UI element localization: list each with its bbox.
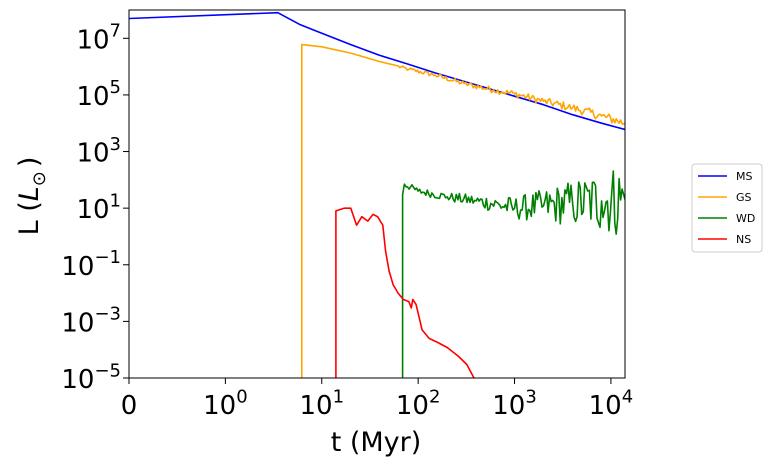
series-line-ns [335, 207, 475, 378]
x-axis: 0 100 101 102 103 104 [121, 378, 633, 421]
y-tick-label: 105 [76, 77, 121, 112]
y-tick-label: 107 [76, 21, 121, 56]
x-tick-label: 0 [121, 391, 138, 421]
x-tick-label: 100 [203, 386, 248, 421]
x-tick-label: 101 [299, 386, 344, 421]
legend-label-ms: MS [736, 170, 752, 183]
y-tick-label: 10−3 [61, 304, 121, 339]
y-axis: 10−5 10−3 10−1 101 103 105 107 [61, 21, 129, 395]
x-axis-title: t (Myr) [331, 427, 422, 458]
plot-area [129, 10, 625, 378]
y-tick-label: 103 [76, 134, 121, 169]
y-tick-label: 10−5 [61, 360, 121, 395]
legend-label-gs: GS [736, 191, 752, 204]
x-tick-label: 104 [589, 386, 634, 421]
series-line-wd [401, 170, 625, 378]
series-layer [129, 11, 625, 378]
series-line-ms [129, 11, 625, 131]
legend-label-ns: NS [736, 233, 751, 246]
y-tick-label: 101 [76, 190, 121, 225]
y-tick-label: 10−1 [61, 247, 121, 282]
legend: MS GS WD NS [691, 163, 763, 253]
x-tick-label: 103 [492, 386, 537, 421]
plot-frame [128, 9, 626, 379]
legend-label-wd: WD [736, 212, 755, 225]
x-tick-label: 102 [396, 386, 441, 421]
y-axis-title: L (L⊙) [14, 157, 50, 236]
series-line-gs [301, 43, 625, 378]
legend-box [691, 163, 763, 253]
